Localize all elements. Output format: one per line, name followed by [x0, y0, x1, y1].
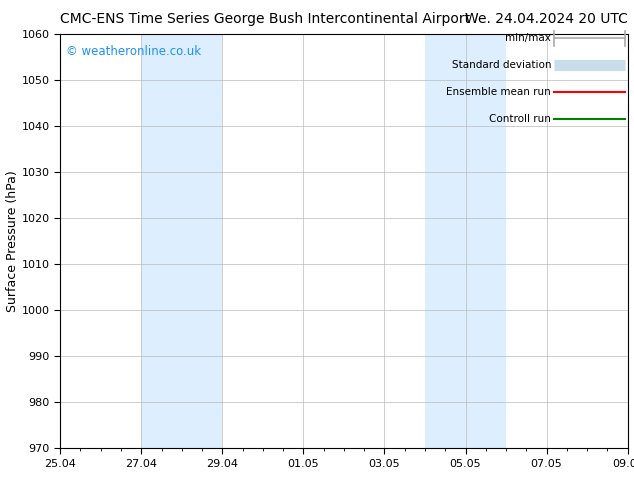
- Bar: [425, 34, 465, 448]
- Text: We. 24.04.2024 20 UTC: We. 24.04.2024 20 UTC: [465, 12, 628, 26]
- Text: CMC-ENS Time Series George Bush Intercontinental Airport: CMC-ENS Time Series George Bush Intercon…: [60, 12, 470, 26]
- Y-axis label: Surface Pressure (hPa): Surface Pressure (hPa): [6, 171, 19, 312]
- Bar: [465, 34, 506, 448]
- Bar: [182, 34, 223, 448]
- Bar: [141, 34, 182, 448]
- Text: Controll run: Controll run: [489, 114, 551, 124]
- Text: © weatheronline.co.uk: © weatheronline.co.uk: [66, 45, 201, 58]
- Text: Ensemble mean run: Ensemble mean run: [446, 87, 551, 98]
- Text: Standard deviation: Standard deviation: [451, 60, 551, 71]
- Text: min/max: min/max: [505, 33, 551, 44]
